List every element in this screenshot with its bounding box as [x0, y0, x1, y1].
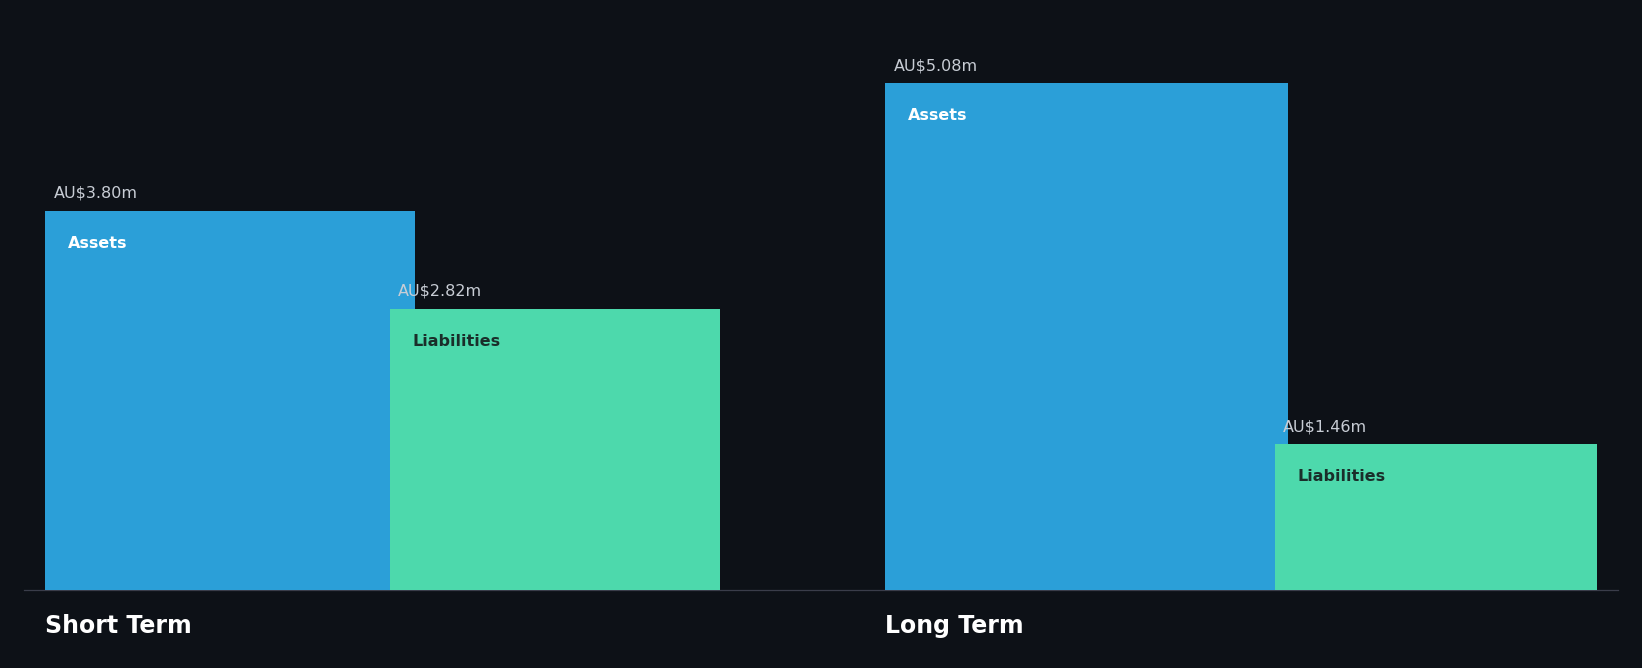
Text: AU$3.80m: AU$3.80m: [54, 186, 138, 201]
Text: Assets: Assets: [908, 108, 967, 124]
Bar: [46, 211, 415, 590]
Text: Liabilities: Liabilities: [412, 333, 501, 349]
Text: Short Term: Short Term: [46, 615, 192, 639]
Bar: [885, 84, 1287, 590]
Bar: [389, 309, 719, 590]
Text: Long Term: Long Term: [885, 615, 1025, 639]
Text: AU$1.46m: AU$1.46m: [1282, 419, 1366, 434]
Text: Assets: Assets: [67, 236, 128, 251]
Text: AU$2.82m: AU$2.82m: [397, 284, 481, 299]
Text: AU$5.08m: AU$5.08m: [893, 58, 977, 73]
Bar: [1274, 444, 1596, 590]
Text: Liabilities: Liabilities: [1297, 469, 1386, 484]
